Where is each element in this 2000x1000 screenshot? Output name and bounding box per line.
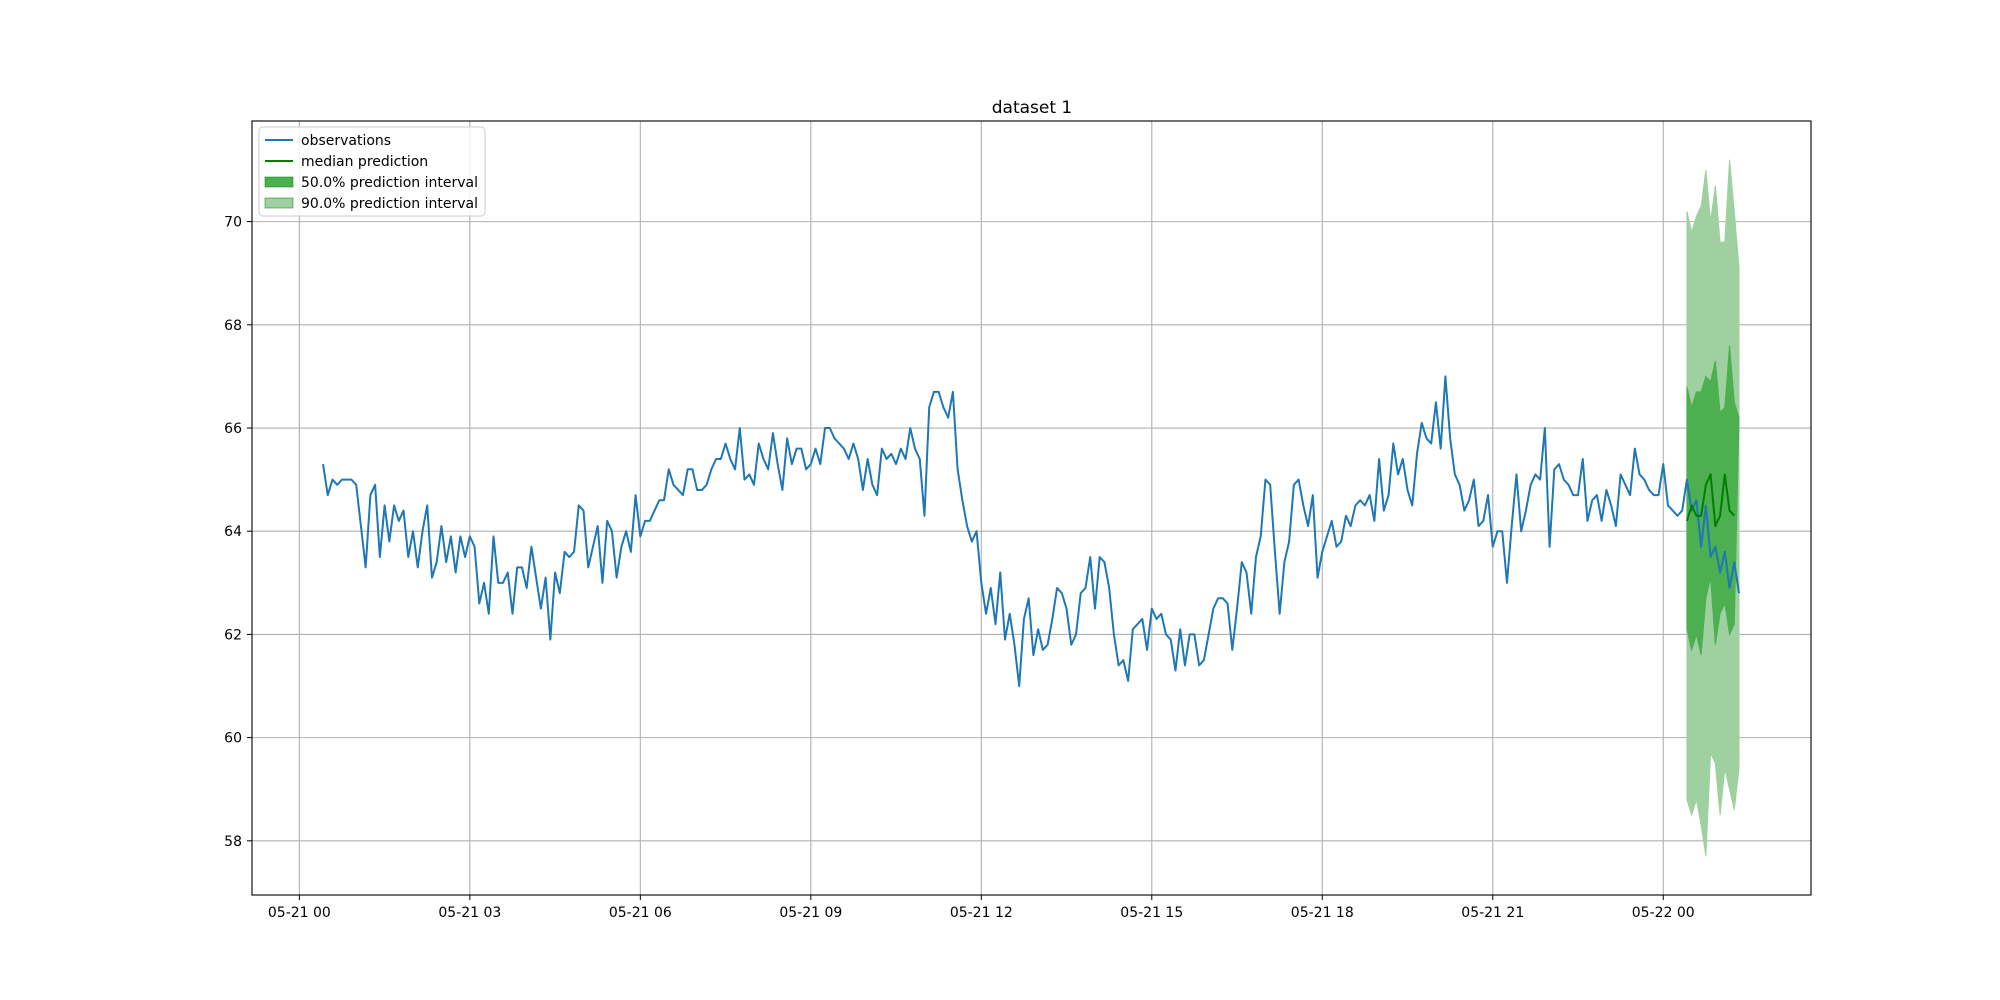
x-tick-label: 05-21 18 — [1291, 905, 1354, 921]
legend: observations median prediction 50.0% predi… — [258, 126, 486, 217]
y-tick-label: 68 — [224, 318, 242, 334]
y-tick-label: 62 — [224, 627, 242, 643]
legend-label-interval_90: 90.0% prediction interval — [301, 196, 478, 212]
x-tick-label: 05-22 00 — [1632, 905, 1695, 921]
legend-label-median: median prediction — [301, 154, 428, 170]
x-tick-label: 05-21 21 — [1461, 905, 1524, 921]
median-prediction-line — [1685, 473, 1736, 528]
observations-series — [322, 375, 1741, 688]
x-tick-label: 05-21 09 — [779, 905, 842, 921]
y-tick-label: 66 — [224, 421, 242, 437]
x-tick-label: 05-21 00 — [268, 905, 331, 921]
y-axis-ticks: 58 60 62 64 66 68 70 — [224, 215, 252, 850]
y-tick-label: 64 — [224, 524, 242, 540]
legend-label-observations: observations — [301, 133, 391, 149]
x-axis-ticks: 05-21 00 05-21 03 05-21 06 05-21 09 05-21 12… — [268, 895, 1695, 921]
y-tick-label: 60 — [224, 731, 242, 747]
chart-title: dataset 1 — [992, 98, 1073, 118]
y-tick-label: 58 — [224, 834, 242, 850]
x-tick-label: 05-21 03 — [438, 905, 501, 921]
observations-line — [322, 375, 1741, 688]
x-tick-label: 05-21 06 — [609, 905, 672, 921]
median-series — [1685, 473, 1736, 528]
y-tick-label: 70 — [224, 215, 242, 231]
plot-frame — [251, 120, 1812, 896]
legend-box — [258, 126, 486, 217]
x-tick-label: 05-21 12 — [950, 905, 1013, 921]
x-tick-label: 05-21 15 — [1120, 905, 1183, 921]
legend-swatch-interval_50 — [264, 176, 294, 188]
grid — [252, 121, 1811, 895]
legend-label-interval_50: 50.0% prediction interval — [301, 175, 478, 191]
legend-swatch-interval_90 — [264, 197, 294, 209]
